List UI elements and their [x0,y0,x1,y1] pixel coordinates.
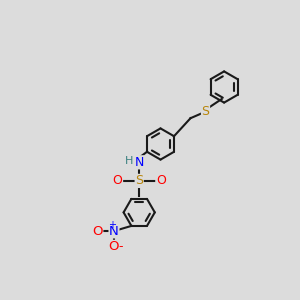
Text: O: O [156,174,166,188]
Text: O: O [109,240,119,254]
Text: N: N [109,225,119,238]
Text: S: S [135,174,143,188]
Text: S: S [202,105,209,118]
Text: O: O [92,225,103,238]
Text: N: N [134,156,144,169]
Text: O: O [113,174,122,188]
Text: +: + [109,220,116,230]
Text: H: H [125,156,133,166]
Text: -: - [118,240,123,254]
